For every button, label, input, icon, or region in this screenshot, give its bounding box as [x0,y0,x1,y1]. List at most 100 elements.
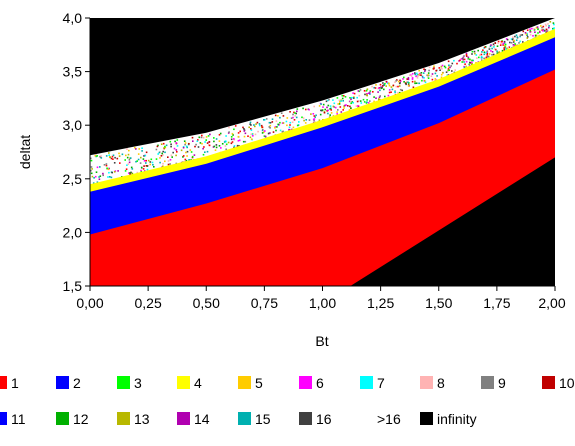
speckle-dot [430,75,433,77]
speckle-dot [215,144,218,146]
speckle-dot [460,58,463,60]
speckle-dot [126,148,128,150]
speckle-dot [371,85,373,88]
speckle-dot [378,96,381,99]
speckle-dot [510,42,513,44]
y-axis-label: deltat [17,135,33,169]
speckle-dot [135,148,137,150]
speckle-dot [143,165,145,167]
speckle-dot [108,152,110,154]
speckle-dot [144,154,147,157]
speckle-dot [205,136,208,138]
speckle-dot [295,116,298,119]
speckle-dot [537,32,539,34]
speckle-dot [447,68,450,70]
speckle-dot [186,155,188,157]
speckle-dot [407,77,410,79]
speckle-dot [261,126,264,129]
speckle-dot [414,73,416,76]
speckle-dot [314,116,316,118]
speckle-dot [195,143,197,146]
speckle-dot [387,94,390,97]
speckle-dot [375,97,377,99]
speckle-dot [341,94,344,97]
speckle-dot [431,78,434,81]
speckle-dot [447,60,450,63]
speckle-dot [109,156,111,158]
speckle-dot [191,136,194,139]
speckle-dot [296,110,298,113]
speckle-dot [502,43,504,45]
speckle-dot [374,87,377,89]
speckle-dot [522,30,525,33]
speckle-dot [391,88,394,91]
speckle-dot [342,109,344,111]
speckle-dot [329,108,331,110]
speckle-dot [514,43,516,45]
speckle-dot [379,83,382,86]
speckle-dot [289,129,291,131]
speckle-dot [342,95,345,97]
y-tick-label: 2,0 [63,224,83,240]
speckle-dot [140,169,142,172]
speckle-dot [252,135,254,137]
speckle-dot [225,135,227,137]
speckle-dot [494,48,497,51]
speckle-dots [90,21,555,184]
x-tick-label: 0,00 [76,295,103,311]
speckle-dot [185,145,188,148]
speckle-dot [366,93,368,95]
speckle-dot [136,160,138,162]
speckle-dot [462,58,464,61]
speckle-dot [445,71,448,73]
speckle-dot [291,121,294,123]
speckle-dot [111,171,113,174]
speckle-dot [139,162,142,164]
speckle-dot [110,157,113,160]
plot-area [90,18,555,286]
speckle-dot [90,157,92,160]
speckle-dot [91,175,94,178]
speckle-dot [483,53,486,56]
speckle-dot [492,53,495,56]
speckle-dot [333,106,335,108]
speckle-dot [542,25,545,28]
speckle-dot [440,65,443,68]
speckle-dot [176,139,179,141]
speckle-dot [407,83,410,86]
speckle-dot [294,112,296,114]
speckle-dot [529,29,532,32]
speckle-dot [345,104,347,106]
speckle-dot [274,126,277,128]
speckle-dot [209,133,211,136]
speckle-dot [293,119,296,121]
speckle-dot [431,73,434,75]
speckle-dot [507,47,510,49]
speckle-dot [227,141,230,144]
speckle-dot [405,83,407,86]
speckle-dot [493,48,496,50]
speckle-dot [319,113,322,116]
y-tick-label: 4,0 [63,10,83,26]
speckle-dot [170,143,172,146]
speckle-dot [388,91,391,94]
speckle-dot [542,30,544,32]
speckle-dot [110,176,113,179]
speckle-dot [98,178,101,180]
speckle-dot [250,128,252,130]
speckle-dot [325,100,328,103]
speckle-dot [350,102,352,105]
speckle-dot [505,38,508,40]
speckle-dot [167,163,170,166]
speckle-dot [243,130,246,132]
speckle-dot [292,113,294,116]
speckle-dot [294,115,296,117]
infinity-region-bottom [350,157,555,286]
speckle-dot [383,88,385,91]
speckle-dot [143,160,146,162]
speckle-dot [512,41,515,43]
speckle-dot [323,111,326,113]
speckle-dot [236,144,239,147]
speckle-dot [193,154,196,156]
legend-swatch [238,376,251,389]
